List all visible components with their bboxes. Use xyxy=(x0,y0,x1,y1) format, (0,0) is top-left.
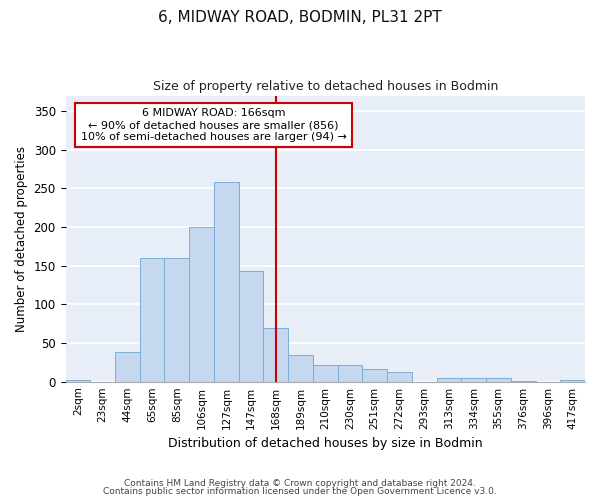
Bar xyxy=(164,258,189,382)
Bar xyxy=(560,380,585,382)
Bar xyxy=(313,364,338,382)
Bar xyxy=(214,182,239,382)
Y-axis label: Number of detached properties: Number of detached properties xyxy=(15,146,28,332)
Bar xyxy=(189,227,214,382)
Text: Contains HM Land Registry data © Crown copyright and database right 2024.: Contains HM Land Registry data © Crown c… xyxy=(124,478,476,488)
Bar xyxy=(437,378,461,382)
Bar xyxy=(461,378,486,382)
Title: Size of property relative to detached houses in Bodmin: Size of property relative to detached ho… xyxy=(152,80,498,93)
Text: 6 MIDWAY ROAD: 166sqm
← 90% of detached houses are smaller (856)
10% of semi-det: 6 MIDWAY ROAD: 166sqm ← 90% of detached … xyxy=(80,108,347,142)
Bar xyxy=(65,380,90,382)
Bar xyxy=(486,378,511,382)
X-axis label: Distribution of detached houses by size in Bodmin: Distribution of detached houses by size … xyxy=(168,437,482,450)
Text: Contains public sector information licensed under the Open Government Licence v3: Contains public sector information licen… xyxy=(103,487,497,496)
Bar xyxy=(239,271,263,382)
Bar xyxy=(288,354,313,382)
Bar xyxy=(362,370,387,382)
Bar xyxy=(140,258,164,382)
Text: 6, MIDWAY ROAD, BODMIN, PL31 2PT: 6, MIDWAY ROAD, BODMIN, PL31 2PT xyxy=(158,10,442,25)
Bar xyxy=(263,328,288,382)
Bar xyxy=(115,352,140,382)
Bar xyxy=(338,364,362,382)
Bar xyxy=(511,381,536,382)
Bar xyxy=(387,372,412,382)
